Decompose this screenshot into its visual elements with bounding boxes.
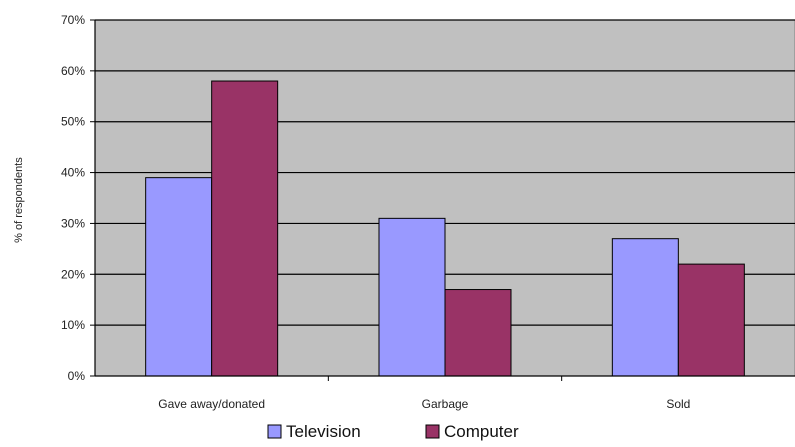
y-tick-label: 10% [61, 318, 85, 332]
y-tick-label: 70% [61, 13, 85, 27]
y-tick-label: 30% [61, 216, 85, 230]
y-axis-label: % of respondents [13, 157, 25, 243]
bar-television-1 [378, 217, 446, 377]
x-category-label: Gave away/donated [158, 397, 265, 411]
x-category-label: Sold [666, 397, 690, 411]
legend-label-television: Television [286, 422, 361, 441]
bar-computer-1 [444, 289, 512, 377]
y-tick-labels: 0% 10% 20% 30% 40% 50% 60% 70% [61, 13, 85, 383]
legend-label-computer: Computer [444, 422, 519, 441]
axes [90, 19, 795, 381]
x-category-label: Garbage [422, 397, 469, 411]
y-tick-label: 50% [61, 115, 85, 129]
x-category-labels: Gave away/donated Garbage Sold [158, 397, 690, 411]
legend-swatch-television [267, 424, 282, 439]
y-tick-label: 40% [61, 166, 85, 180]
y-tick-label: 20% [61, 267, 85, 281]
legend: Television Computer [267, 422, 519, 441]
bars [145, 80, 745, 377]
bar-television-2 [611, 238, 679, 377]
bar-television-0 [145, 177, 213, 377]
legend-swatch-computer [425, 424, 440, 439]
y-tick-label: 60% [61, 64, 85, 78]
bar-computer-0 [211, 80, 279, 377]
bar-computer-2 [677, 263, 745, 377]
y-tick-label: 0% [68, 369, 86, 383]
